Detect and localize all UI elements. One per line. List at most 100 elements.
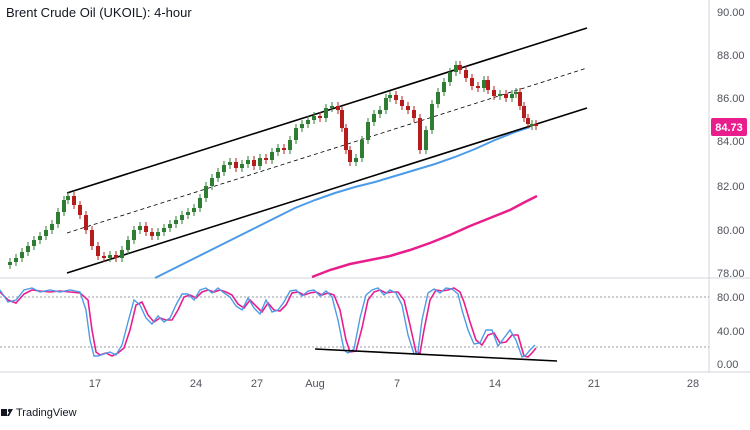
candle-body xyxy=(388,95,392,98)
channel-lower-line xyxy=(66,107,588,274)
candle-body xyxy=(192,208,196,212)
candle-body xyxy=(400,100,404,106)
candle-body xyxy=(38,236,42,240)
price-axis[interactable]: 90.00 88.00 86.00 84.00 82.00 80.00 78.00 xyxy=(717,7,745,280)
price-tick-label: 88.00 xyxy=(717,50,745,62)
candle-body xyxy=(156,232,160,236)
candle-body xyxy=(454,65,458,72)
candle-body xyxy=(84,215,88,230)
candle-body xyxy=(264,158,268,160)
stochastic-k-line xyxy=(0,287,536,358)
candle-body xyxy=(66,196,70,200)
tradingview-brand[interactable]: TradingView xyxy=(1,407,77,419)
candle-body xyxy=(276,148,280,152)
stochastic-d-line xyxy=(0,287,537,358)
candle-body xyxy=(180,215,184,220)
candle-body xyxy=(204,186,208,198)
candle-body xyxy=(458,65,462,70)
candle-body xyxy=(50,224,54,230)
tradingview-logo-icon xyxy=(1,408,13,416)
candle-body xyxy=(470,78,474,86)
candle-body xyxy=(90,230,94,246)
time-tick-label: 28 xyxy=(687,378,699,390)
candle-body xyxy=(318,116,322,118)
candle-body xyxy=(228,162,232,165)
price-pane xyxy=(8,27,588,279)
candle-body xyxy=(56,212,60,224)
candle-body xyxy=(344,128,348,150)
price-tick-label: 86.00 xyxy=(717,93,745,105)
candle-body xyxy=(518,92,522,106)
moving-average-slow-line xyxy=(311,194,538,279)
candle-body xyxy=(312,116,316,120)
candle-body xyxy=(442,82,446,92)
oscillator-axis[interactable]: 80.00 40.00 0.00 xyxy=(717,292,745,371)
candle-body xyxy=(62,200,66,212)
candle-body xyxy=(20,252,24,258)
candle-body xyxy=(162,228,166,232)
candle-body xyxy=(514,92,518,94)
candle-body xyxy=(210,178,214,186)
candle-body xyxy=(476,86,480,88)
candle-body xyxy=(120,250,124,258)
candle-body xyxy=(32,240,36,246)
candle-body xyxy=(482,80,486,88)
candle-body xyxy=(372,114,376,122)
oscillator-tick-label: 80.00 xyxy=(717,292,745,304)
candle-body xyxy=(492,90,496,96)
time-tick-label: 21 xyxy=(588,378,600,390)
candle-body xyxy=(378,110,382,114)
candle-body xyxy=(44,230,48,236)
candle-body xyxy=(406,106,410,110)
candle-body xyxy=(168,224,172,228)
current-price-tag: 84.73 xyxy=(711,118,747,136)
time-tick-label: 7 xyxy=(394,378,400,390)
candle-body xyxy=(114,255,118,258)
candle-body xyxy=(150,232,154,236)
candle-body xyxy=(330,106,334,108)
stochastic-pane xyxy=(0,287,709,362)
price-tick-label: 80.00 xyxy=(717,225,745,237)
candle-body xyxy=(336,106,340,110)
candle-body xyxy=(144,226,148,232)
time-tick-label: 27 xyxy=(251,378,263,390)
candle-body xyxy=(186,212,190,215)
price-tick-label: 82.00 xyxy=(717,181,745,193)
candle-body xyxy=(394,95,398,100)
candle-body xyxy=(366,122,370,140)
candle-body xyxy=(174,220,178,224)
candle-body xyxy=(522,106,526,118)
candle-body xyxy=(108,255,112,258)
candle-body xyxy=(340,110,344,128)
candle-body xyxy=(282,148,286,150)
candle-body xyxy=(26,246,30,252)
candle-body xyxy=(102,256,106,258)
price-tick-label: 90.00 xyxy=(717,7,745,19)
candle-body xyxy=(288,140,292,150)
candle-body xyxy=(464,70,468,78)
time-tick-label: 17 xyxy=(89,378,101,390)
candle-body xyxy=(348,150,352,162)
chart-title: Brent Crude Oil (UKOIL): 4-hour xyxy=(6,5,192,20)
current-price-label: 84.73 xyxy=(715,122,743,134)
oscillator-tick-label: 40.00 xyxy=(717,326,745,338)
stoch-divergence-line xyxy=(314,348,558,362)
time-axis[interactable]: 17 24 27 Aug 7 14 21 28 xyxy=(89,378,699,390)
candle-body xyxy=(294,128,298,140)
time-tick-label: 14 xyxy=(489,378,501,390)
candle-body xyxy=(216,172,220,178)
brand-label: TradingView xyxy=(16,407,77,419)
candle-body xyxy=(72,196,76,205)
candle-body xyxy=(510,94,514,98)
channel-midline xyxy=(66,67,588,234)
candle-body xyxy=(448,72,452,82)
time-tick-label: Aug xyxy=(305,378,325,390)
candle-body xyxy=(430,104,434,130)
candle-body xyxy=(324,108,328,118)
candle-body xyxy=(252,160,256,166)
price-tick-label: 84.00 xyxy=(717,136,745,148)
candle-body xyxy=(240,164,244,168)
candle-body xyxy=(198,198,202,208)
candle-body xyxy=(306,120,310,124)
